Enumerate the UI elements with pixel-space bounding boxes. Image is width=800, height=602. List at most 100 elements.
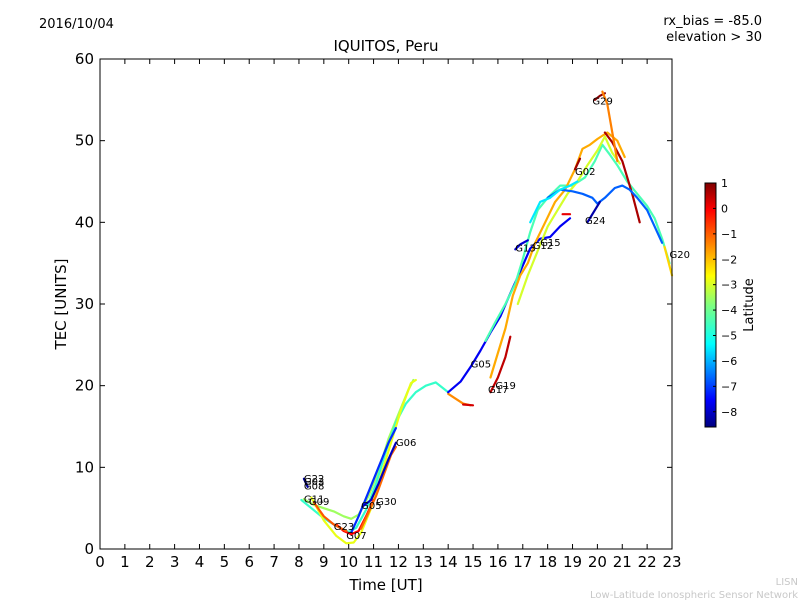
x-tick-label: 0 (95, 553, 105, 571)
x-tick-label: 20 (588, 553, 607, 571)
satellite-label: G02 (575, 167, 595, 178)
y-tick-label: 10 (75, 458, 94, 476)
satellite-label: G15 (540, 238, 560, 249)
x-tick-label: 11 (364, 553, 383, 571)
satellite-label: G06 (396, 438, 416, 449)
colorbar-tick-label: −3 (721, 279, 737, 292)
x-tick-label: 18 (538, 553, 557, 571)
colorbar-tick-label: −5 (721, 330, 737, 343)
satellite-track-8 (361, 441, 397, 508)
satellite-track-10 (462, 403, 475, 407)
x-axis-label: Time [UT] (348, 576, 422, 594)
colorbar-tick-label: 1 (721, 177, 728, 190)
satellite-track-21 (514, 239, 529, 251)
y-tick-label: 20 (75, 377, 94, 395)
x-tick-label: 16 (488, 553, 507, 571)
x-tick-label: 5 (220, 553, 230, 571)
satellite-track-7 (360, 445, 397, 530)
satellite-label: G13 (515, 244, 535, 255)
x-tick-label: 1 (120, 553, 130, 571)
satellite-label: G05 (471, 360, 491, 371)
rx-bias-label: rx_bias = -85.0 (663, 14, 762, 29)
colorbar-tick-label: 0 (721, 202, 728, 215)
date-label: 2016/10/04 (39, 17, 114, 32)
satellite-track-20 (586, 200, 602, 224)
y-tick-label: 60 (75, 50, 94, 68)
y-tick-label: 40 (75, 213, 94, 231)
satellite-label: G22 (304, 474, 324, 485)
credit-short: LISN (775, 577, 798, 588)
satellite-label: G19 (495, 381, 515, 392)
satellite-label: G12 (533, 241, 553, 252)
satellite-label: G09 (309, 497, 329, 508)
satellite-track-19 (529, 180, 579, 224)
x-tick-label: 14 (439, 553, 458, 571)
y-tick-label: 50 (75, 132, 94, 150)
colorbar-tick-label: −7 (721, 380, 737, 393)
colorbar-tick-label: −2 (721, 253, 737, 266)
satellite-label: G03 (304, 477, 324, 488)
satellite-track-6 (312, 501, 348, 533)
axes: 0 1 2 3 4 5 6 7 8 9 10 11 12 13 14 15 16 17 18 19 20 21 22 2301… (75, 50, 682, 571)
x-tick-label: 17 (513, 553, 532, 571)
satellite-track-25 (573, 157, 582, 171)
satellite-track-24 (663, 245, 674, 277)
series-layer (300, 90, 674, 545)
x-tick-label: 13 (414, 553, 433, 571)
satellite-label: G20 (670, 250, 690, 261)
colorbar-tick-label: −6 (721, 355, 737, 368)
satellite-label: G11 (304, 494, 324, 505)
x-tick-label: 9 (319, 553, 329, 571)
colorbar-label: Latitude (742, 278, 757, 332)
x-tick-label: 7 (269, 553, 279, 571)
satellite-track-17 (603, 131, 641, 224)
satellite-track-12 (484, 143, 671, 342)
plot-frame (99, 58, 673, 550)
satellite-track-13 (516, 135, 621, 306)
satellite-label: G30 (376, 497, 396, 508)
satellite-track-15 (489, 335, 512, 394)
satellite-label: G07 (346, 531, 366, 542)
x-tick-label: 21 (613, 553, 632, 571)
colorbar-ticks: 1 0 −1 −2 −3 −4 −5 −6 −7 −8 (713, 177, 737, 419)
y-axis-label: TEC [UNITS] (52, 259, 70, 351)
x-tick-label: 12 (389, 553, 408, 571)
colorbar-tick-label: −1 (721, 228, 737, 241)
x-tick-label: 15 (463, 553, 482, 571)
x-tick-label: 2 (145, 553, 155, 571)
satellite-track-2 (310, 378, 417, 545)
colorbar-gradient (704, 182, 717, 428)
y-tick-label: 30 (75, 295, 94, 313)
satellite-track-18 (546, 184, 664, 244)
satellite-track-23 (601, 90, 619, 163)
satellite-labels: G22G03G08G11G09G23G07G05G30G06G05G17G19G… (304, 97, 690, 542)
x-tick-label: 8 (294, 553, 304, 571)
colorbar: 1 0 −1 −2 −3 −4 −5 −6 −7 −8 Latitude (704, 177, 757, 428)
elevation-label: elevation > 30 (666, 30, 762, 45)
satellite-label: G17 (488, 385, 508, 396)
x-tick-label: 6 (244, 553, 254, 571)
bias-info: rx_bias = -85.0 elevation > 30 (663, 14, 762, 46)
x-tick-label: 4 (195, 553, 205, 571)
satellite-label: G29 (592, 97, 612, 108)
y-tick-label: 0 (84, 540, 94, 558)
satellite-track-9 (447, 392, 472, 407)
x-tick-label: 19 (563, 553, 582, 571)
x-tick-label: 22 (638, 553, 657, 571)
colorbar-tick-label: −8 (721, 406, 737, 419)
x-tick-label: 23 (662, 553, 681, 571)
satellite-track-14 (489, 131, 626, 379)
satellite-label: G24 (585, 216, 605, 227)
x-tick-label: 10 (339, 553, 358, 571)
x-tick-label: 3 (170, 553, 180, 571)
credit: LISN Low-Latitude Ionospheric Sensor Net… (590, 576, 798, 602)
satellite-label: G08 (304, 481, 324, 492)
satellite-track-4 (302, 477, 309, 488)
satellite-track-3 (350, 427, 397, 534)
satellite-label: G05 (361, 501, 381, 512)
credit-long: Low-Latitude Ionospheric Sensor Network (590, 590, 798, 601)
colorbar-tick-label: −4 (721, 304, 737, 317)
chart-title: IQUITOS, Peru (333, 37, 439, 55)
satellite-label: G23 (334, 522, 354, 533)
